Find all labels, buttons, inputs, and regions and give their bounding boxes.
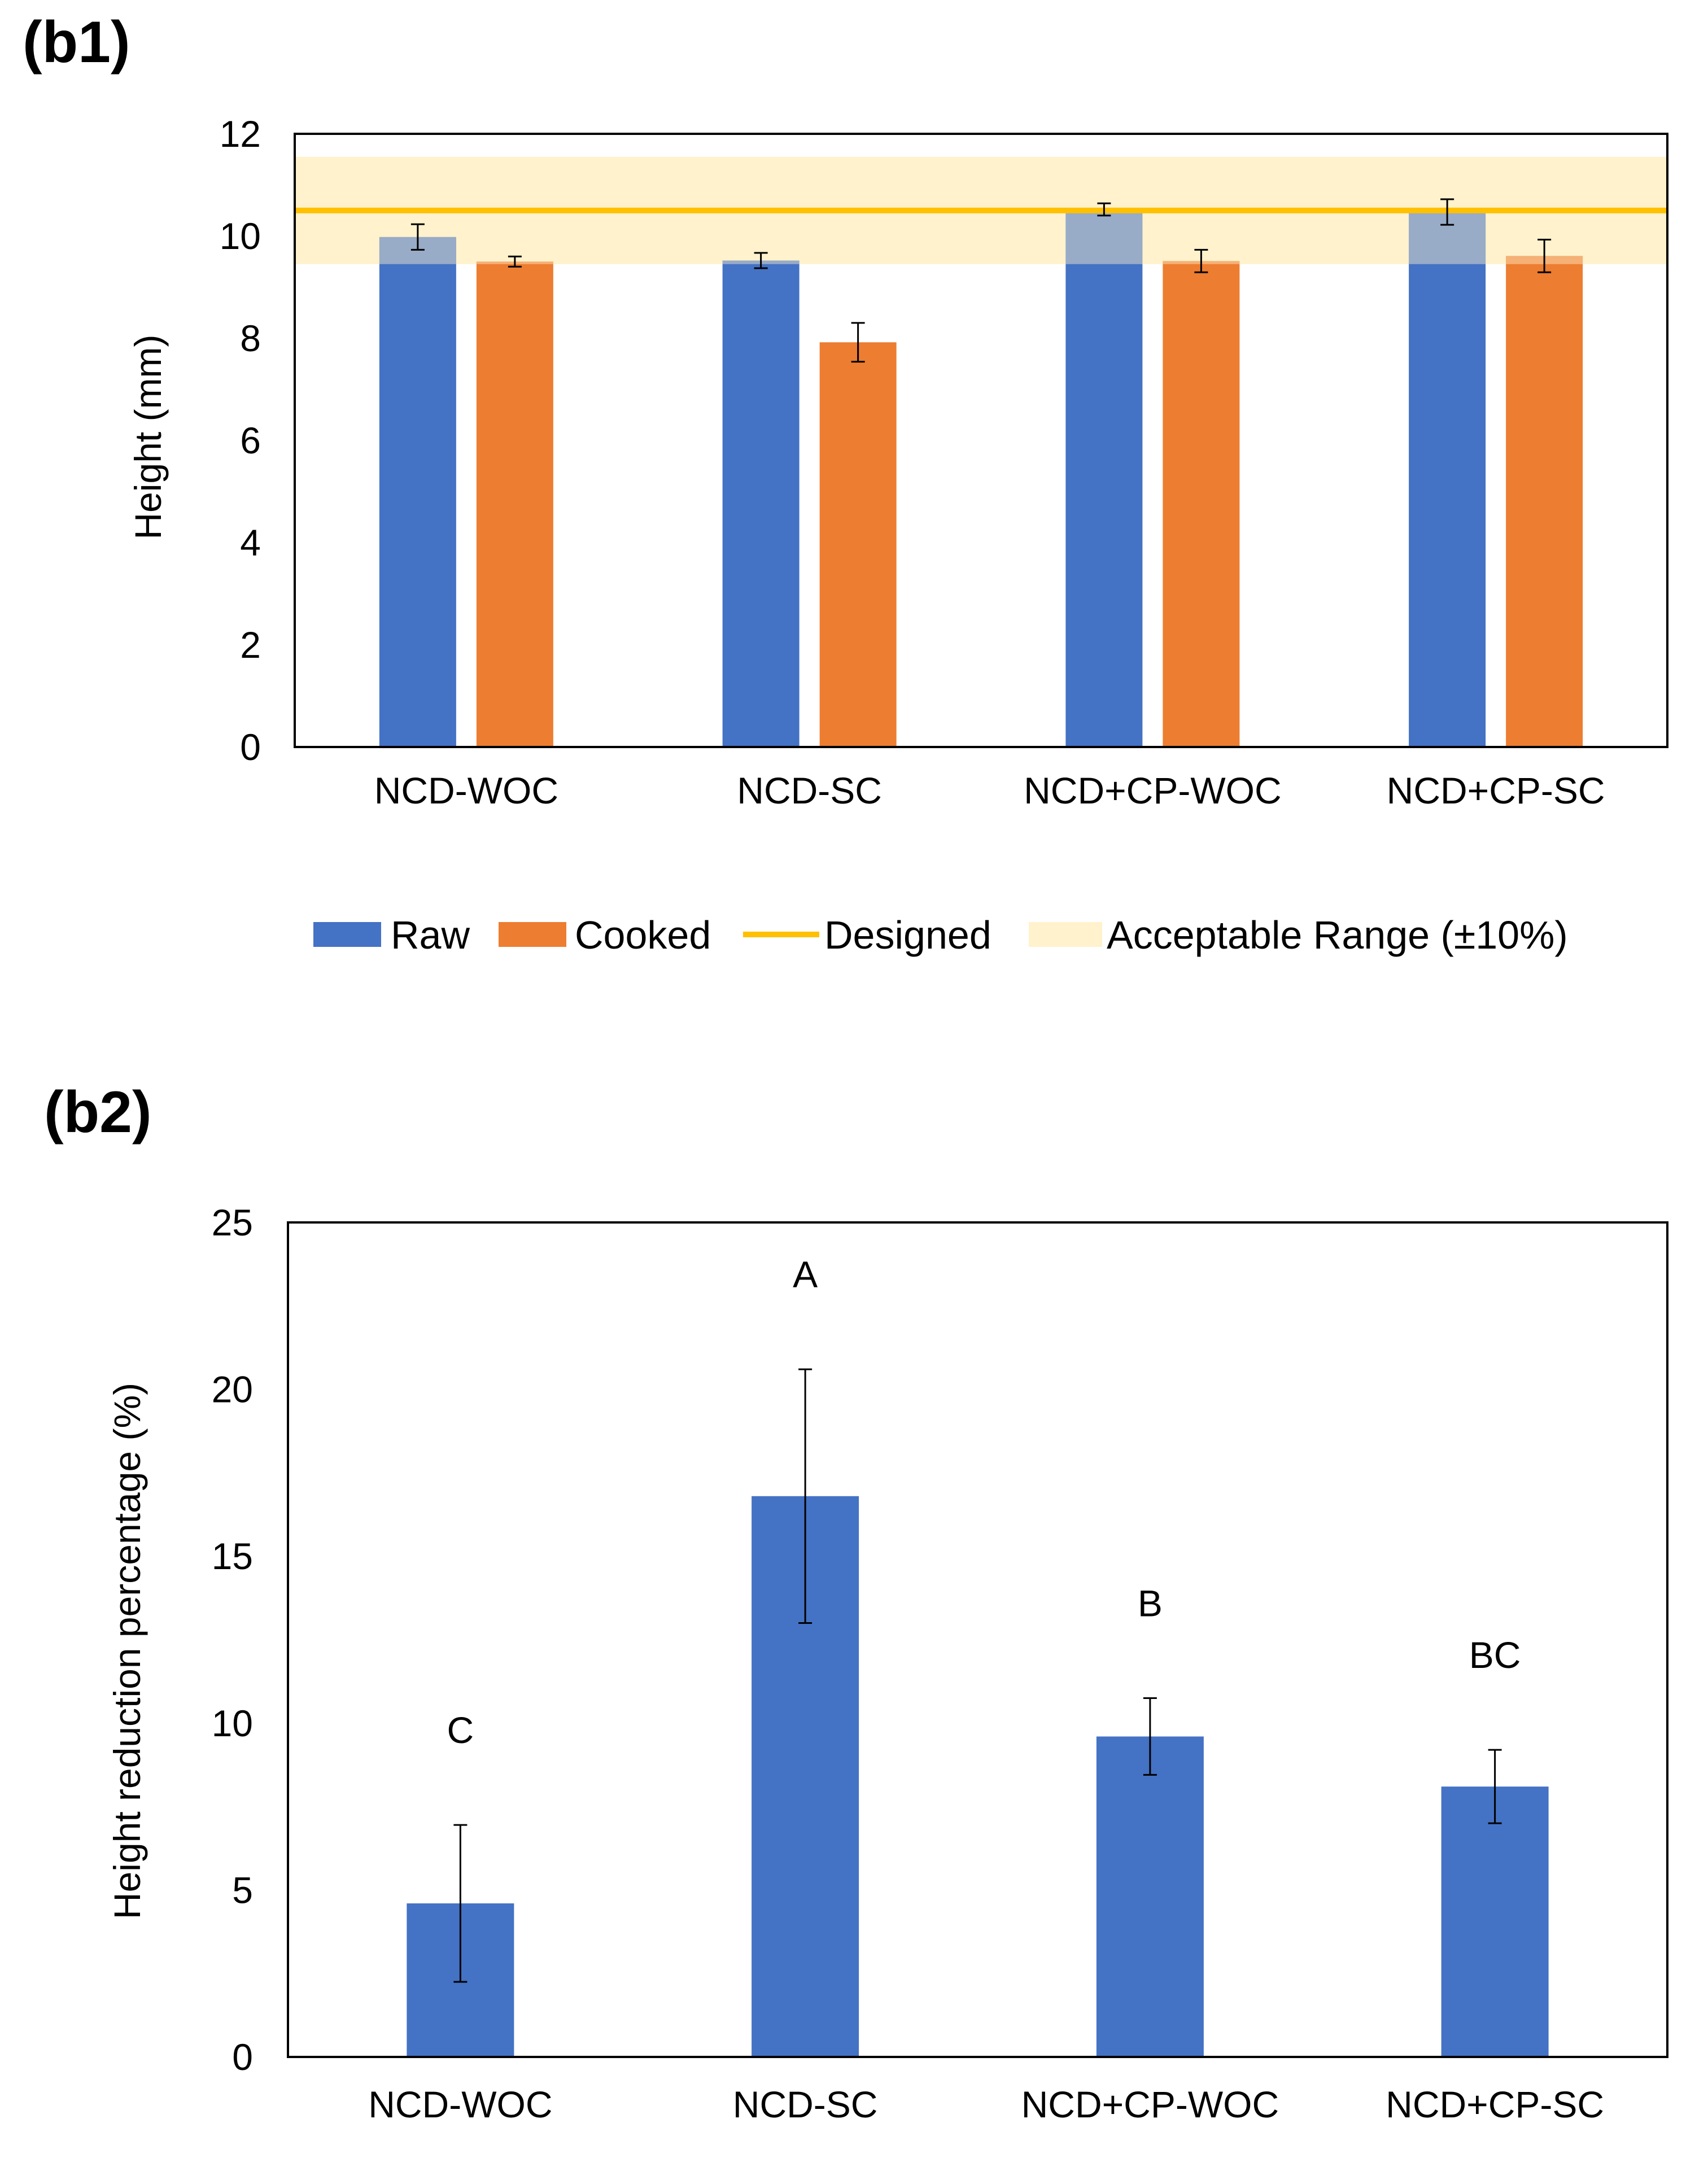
x-tick-label-ncd-cp-woc: NCD+CP-WOC	[1021, 2083, 1279, 2125]
significance-letter-ncd-cp-woc: B	[1138, 1582, 1163, 1624]
x-tick-label-ncd-cp-woc: NCD+CP-WOC	[1024, 770, 1282, 811]
plot-area-frame-b1	[294, 133, 1668, 748]
y-tick-label-b1: 4	[240, 522, 261, 564]
bar-reduction-ncd-cp-sc	[1441, 1786, 1549, 2057]
y-tick-label-b1: 12	[220, 113, 261, 155]
chart-b2: (b2) C A B BC 0 5 10 15 20 25 NCD-WOC NCD-SC NCD+C…	[44, 1080, 1668, 2125]
y-tick-label-b1: 10	[220, 215, 261, 257]
y-axis-title-b2: Height reduction percentage (%)	[106, 1383, 148, 1919]
y-tick-label-b1: 8	[240, 317, 261, 359]
bar-cooked-ncd-sc	[819, 342, 897, 747]
x-tick-label-ncd-cp-sc: NCD+CP-SC	[1387, 770, 1605, 811]
bar-group-b1	[379, 209, 1583, 748]
y-axis-title-b1: Height (mm)	[127, 334, 169, 539]
significance-letter-ncd-sc: A	[793, 1253, 818, 1295]
y-tick-label-b1: 6	[240, 420, 261, 461]
x-tick-label-ncd-sc: NCD-SC	[733, 2083, 878, 2125]
legend-label-raw: Raw	[391, 913, 470, 957]
y-tick-label-b1: 0	[240, 726, 261, 768]
y-axis-b2: 0 5 10 15 20 25	[212, 1202, 253, 2078]
y-tick-label-b2: 25	[212, 1202, 253, 1243]
error-bars-b2	[453, 1368, 1502, 1983]
panel-label-b1: (b1)	[23, 10, 130, 75]
y-tick-label-b2: 10	[212, 1702, 253, 1744]
legend-swatch-acceptable-range	[1029, 922, 1102, 947]
significance-letter-ncd-woc: C	[447, 1709, 474, 1751]
legend-swatch-raw	[313, 922, 381, 947]
x-tick-label-ncd-woc: NCD-WOC	[368, 2083, 552, 2125]
bar-group-b2	[407, 1496, 1549, 2057]
bar-cooked-ncd-cp-woc	[1163, 261, 1240, 748]
x-tick-label-ncd-sc: NCD-SC	[737, 770, 882, 811]
panel-label-b2: (b2)	[44, 1080, 152, 1145]
bar-cooked-ncd-cp-sc	[1506, 256, 1583, 747]
x-axis-b2: NCD-WOC NCD-SC NCD+CP-WOC NCD+CP-SC	[368, 2083, 1604, 2125]
y-axis-b1: 0 2 4 6 8 10 12	[220, 113, 261, 768]
legend-label-acceptable-range: Acceptable Range (±10%)	[1107, 913, 1568, 957]
x-tick-label-ncd-woc: NCD-WOC	[374, 770, 558, 811]
bar-raw-ncd-woc	[379, 237, 456, 747]
bar-raw-ncd-cp-sc	[1409, 212, 1486, 748]
x-axis-b1: NCD-WOC NCD-SC NCD+CP-WOC NCD+CP-SC	[374, 770, 1605, 811]
plot-area-frame-b2	[287, 1221, 1668, 2058]
y-tick-label-b2: 0	[232, 2036, 253, 2078]
y-tick-label-b2: 20	[212, 1369, 253, 1410]
bar-raw-ncd-sc	[722, 260, 800, 747]
legend-swatch-cooked	[499, 922, 566, 947]
x-tick-label-ncd-cp-sc: NCD+CP-SC	[1386, 2083, 1604, 2125]
y-tick-label-b1: 2	[240, 624, 261, 666]
legend-label-cooked: Cooked	[575, 913, 711, 957]
bar-raw-ncd-cp-woc	[1065, 209, 1143, 747]
bar-cooked-ncd-woc	[476, 261, 553, 747]
error-bars-b1	[410, 198, 1552, 363]
bar-reduction-ncd-cp-woc	[1096, 1736, 1204, 2057]
y-tick-label-b2: 5	[232, 1869, 253, 1911]
significance-letter-ncd-cp-sc: BC	[1469, 1634, 1521, 1676]
bar-band-overlay-raw-ncd-cp-woc	[1065, 209, 1143, 264]
significance-letters: C A B BC	[447, 1253, 1521, 1751]
legend-label-designed: Designed	[824, 913, 991, 957]
y-tick-label-b2: 15	[212, 1535, 253, 1577]
legend-b1: Raw Cooked Designed Acceptable Range (±10%)	[313, 913, 1568, 957]
